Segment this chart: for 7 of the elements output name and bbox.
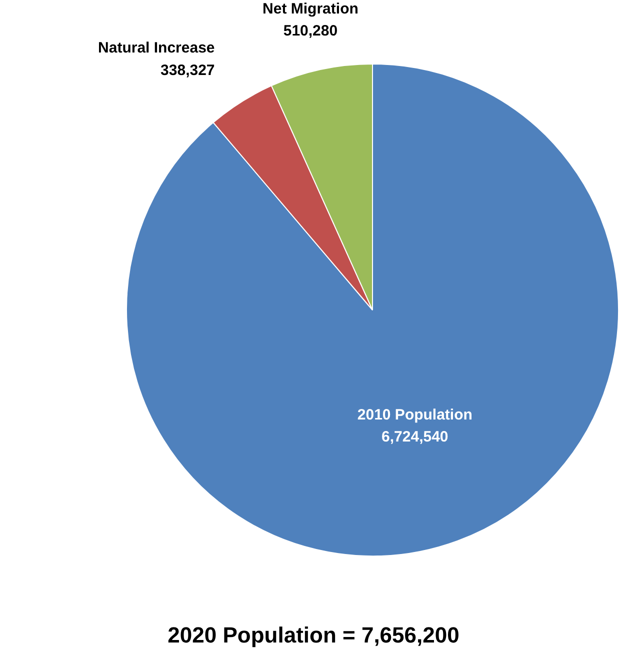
data-label: 6,724,540 bbox=[382, 428, 448, 446]
data-label: 510,280 bbox=[283, 22, 338, 40]
text: 2020 Population = 7,656,200 bbox=[168, 622, 460, 648]
slice-label: Natural Increase bbox=[98, 40, 215, 57]
data-label: 338,327 bbox=[160, 62, 215, 79]
slice-label: Net Migration bbox=[262, 0, 358, 18]
slice-label: 2010 Population bbox=[357, 406, 472, 424]
